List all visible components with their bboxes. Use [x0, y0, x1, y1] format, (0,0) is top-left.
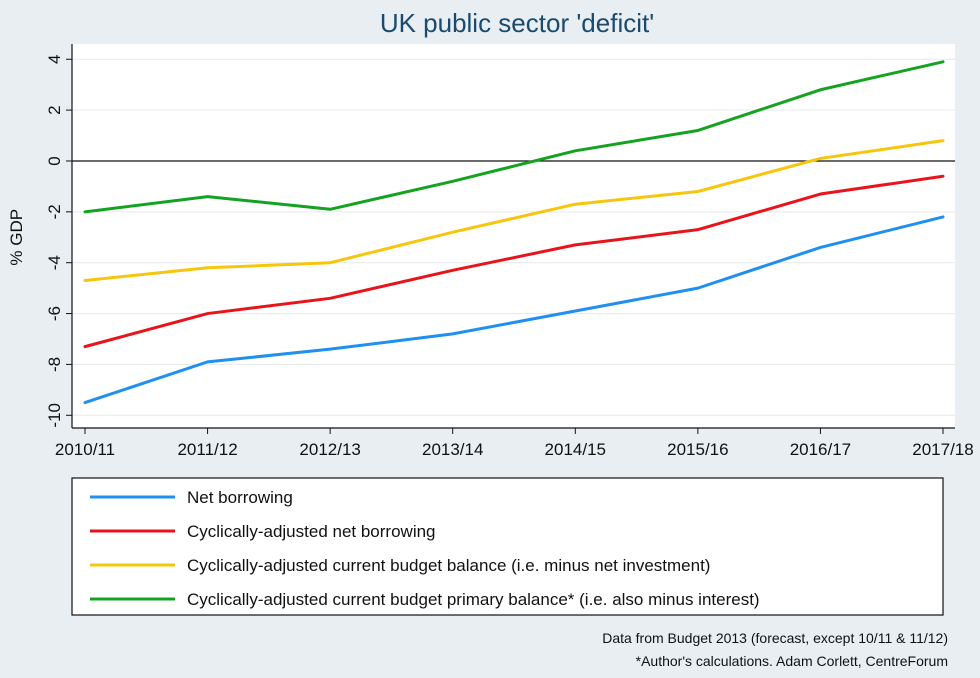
legend-label: Cyclically-adjusted current budget prima…	[187, 590, 760, 609]
plot-area	[72, 44, 955, 428]
series-line-1	[83, 215, 945, 405]
y-tick-label: 0	[45, 156, 64, 165]
source-notes: Data from Budget 2013 (forecast, except …	[602, 630, 948, 669]
y-tick-label: -10	[45, 403, 64, 428]
legend-label: Net borrowing	[187, 488, 293, 507]
chart-title: UK public sector 'deficit'	[380, 8, 654, 38]
x-tick-label: 2011/12	[177, 440, 237, 459]
x-tick-label: 2012/13	[299, 440, 360, 459]
legend-label: Cyclically-adjusted current budget balan…	[187, 556, 710, 575]
legend: Net borrowing Cyclically-adjusted net bor…	[71, 477, 944, 616]
x-tick-label: 2015/16	[667, 440, 728, 459]
y-tick-label: -6	[45, 306, 64, 321]
y-tick-label: -4	[45, 255, 64, 270]
y-tick-label: 4	[45, 55, 64, 64]
legend-label: Cyclically-adjusted net borrowing	[187, 522, 436, 541]
x-tick-label: 2016/17	[790, 440, 851, 459]
x-tick-label: 2014/15	[545, 440, 606, 459]
series-line-2	[83, 174, 945, 349]
series-line-4	[83, 60, 945, 214]
legend-box	[71, 477, 944, 616]
axes: 4 2 0 -2 -4 -6 -8 -10 2010/11 2011/12 2012/13 2013/…	[45, 44, 974, 459]
y-tick-label: -8	[45, 357, 64, 372]
x-tick-label: 2013/14	[422, 440, 483, 459]
source-note: Data from Budget 2013 (forecast, except …	[602, 630, 948, 646]
series-line-3	[83, 139, 945, 283]
x-tick-label: 2010/11	[55, 440, 115, 459]
source-note: *Author's calculations. Adam Corlett, Ce…	[636, 653, 948, 669]
y-axis-title: % GDP	[7, 209, 26, 266]
y-tick-label: -2	[45, 204, 64, 219]
y-tick-label: 2	[45, 105, 64, 114]
series-lines	[83, 60, 945, 405]
x-tick-label: 2017/18	[912, 440, 973, 459]
